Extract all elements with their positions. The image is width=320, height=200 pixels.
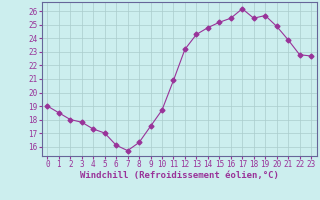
- X-axis label: Windchill (Refroidissement éolien,°C): Windchill (Refroidissement éolien,°C): [80, 171, 279, 180]
